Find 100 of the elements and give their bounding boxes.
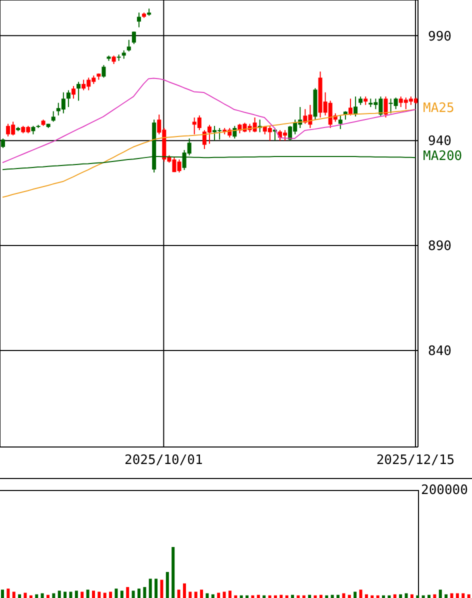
candlestick (72, 86, 76, 100)
candlestick (66, 90, 70, 108)
bar (325, 595, 328, 598)
bar (410, 594, 414, 598)
bar (330, 594, 334, 598)
bar (246, 595, 249, 598)
bar (370, 595, 374, 598)
bar (404, 593, 408, 598)
bar (462, 593, 465, 598)
bar (217, 592, 220, 598)
bar (143, 587, 146, 598)
bar (109, 592, 112, 598)
bar (58, 590, 61, 598)
line-series (2, 78, 416, 164)
bar (80, 592, 84, 598)
bar (444, 594, 448, 598)
bar (450, 593, 454, 598)
bar (29, 595, 32, 598)
bar (86, 590, 90, 598)
candlestick (126, 39, 131, 52)
candlestick (1, 138, 5, 148)
bar (40, 593, 44, 598)
bar (262, 595, 266, 598)
bar (348, 594, 351, 598)
y-tick-label: 990 (428, 29, 452, 44)
bar (222, 592, 226, 598)
bar (126, 587, 130, 598)
bar (296, 595, 300, 598)
bar (35, 594, 38, 598)
bar (319, 594, 322, 598)
candlestick (102, 64, 106, 78)
bar (376, 595, 380, 598)
bar (160, 580, 164, 598)
bar (154, 578, 158, 598)
bar (388, 595, 391, 598)
series-label: MA25 (423, 100, 454, 116)
bar (428, 594, 431, 598)
bar (285, 595, 288, 598)
bar (46, 594, 50, 598)
bar (92, 590, 95, 598)
bar (240, 595, 243, 598)
bar (98, 592, 101, 598)
series-label: MA200 (423, 148, 462, 164)
text: 200000 (421, 483, 468, 498)
bar (268, 595, 272, 598)
bar (177, 590, 180, 598)
bar (302, 595, 306, 598)
bar (166, 572, 169, 598)
bar (18, 594, 22, 598)
candlestick (76, 81, 81, 102)
bar (456, 593, 459, 598)
bar (251, 595, 254, 598)
y-tick-label: 840 (428, 344, 452, 360)
candlestick (348, 98, 352, 116)
bar (354, 592, 357, 598)
bar (64, 592, 67, 598)
bar (291, 594, 294, 598)
bar (114, 588, 118, 598)
bar (74, 590, 78, 598)
bar (206, 593, 209, 598)
bar (336, 594, 340, 598)
bar (274, 595, 277, 598)
bar (256, 594, 260, 598)
bar (438, 590, 442, 598)
bar (234, 595, 238, 598)
x-tick-label: 2025/12/15 (376, 453, 455, 468)
candlestick (136, 12, 141, 28)
bar (120, 590, 124, 598)
bar (12, 592, 16, 598)
candlestick (51, 110, 56, 122)
bar (399, 594, 402, 598)
candlestick (132, 30, 136, 45)
bar (342, 593, 346, 598)
bar (416, 595, 420, 598)
bar (103, 592, 106, 598)
bar (137, 588, 140, 598)
bar (433, 594, 436, 598)
bar (6, 588, 10, 598)
bar (314, 595, 317, 598)
bar (280, 594, 283, 598)
x-tick-label: 2025/10/01 (124, 453, 203, 468)
bar (188, 592, 192, 598)
bar (382, 595, 386, 598)
bar (69, 592, 72, 598)
bar (467, 594, 470, 598)
bar (228, 590, 232, 598)
bar (24, 592, 27, 598)
bar (1, 590, 4, 598)
bar (132, 590, 135, 598)
candlestick (338, 114, 342, 130)
bar (172, 547, 175, 598)
bar (182, 583, 186, 598)
bar (422, 595, 425, 598)
bar (211, 594, 214, 598)
candlestick (384, 96, 388, 118)
y-tick-label: 890 (428, 239, 452, 254)
bar (393, 594, 396, 598)
bar (359, 590, 362, 598)
y-tick-label: 940 (428, 134, 452, 150)
bar (200, 590, 204, 598)
